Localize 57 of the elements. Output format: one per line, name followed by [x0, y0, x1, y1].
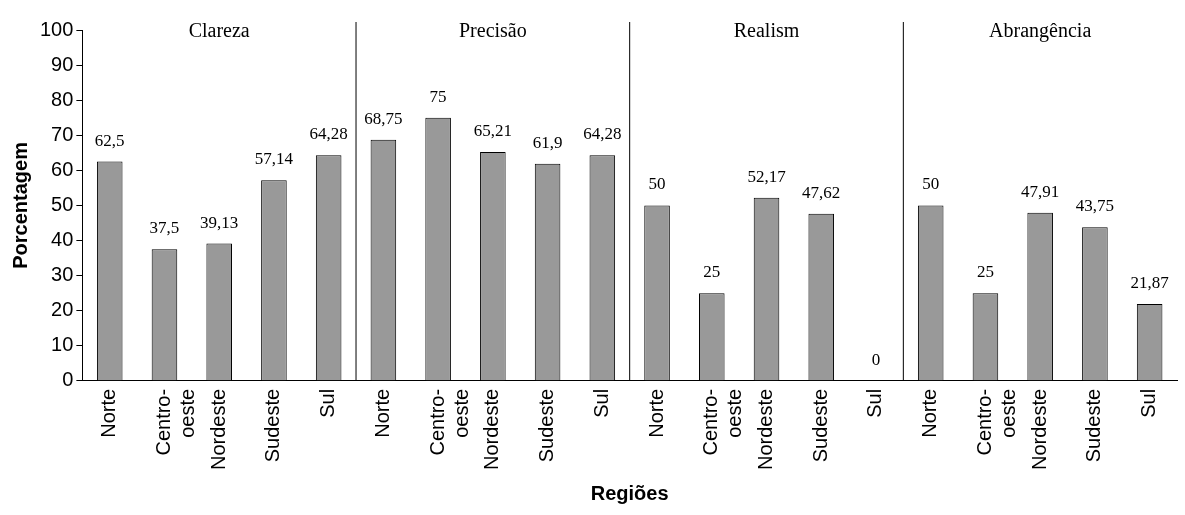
x-tick-label: Centro-oeste — [151, 388, 198, 456]
x-tick-label: Norte — [918, 388, 941, 438]
y-tick-label: 80 — [51, 87, 74, 110]
x-tick-label: Nordeste — [206, 388, 229, 470]
data-label: 52,17 — [747, 166, 787, 186]
data-label: 25 — [703, 262, 721, 282]
x-tick-label: Norte — [644, 388, 667, 438]
y-tick-label: 90 — [51, 52, 74, 75]
annotation: Realism — [733, 19, 800, 42]
y-tick-label: 70 — [51, 122, 74, 145]
x-tick-label: Sudeste — [1082, 388, 1105, 463]
x-tick-label: Centro-oeste — [699, 388, 746, 456]
x-tick-label: Centro-oeste — [972, 388, 1019, 456]
y-tick-label: 100 — [39, 17, 74, 40]
data-label: 0 — [871, 349, 881, 369]
x-tick-label: Sudeste — [261, 388, 284, 463]
x-tick-label: Sudeste — [808, 388, 831, 463]
data-label: 64,28 — [309, 124, 348, 144]
data-label: 50 — [648, 174, 666, 194]
x-axis-title: Regiões — [590, 481, 669, 504]
data-label: 61,9 — [532, 132, 563, 152]
data-label: 68,75 — [364, 108, 403, 128]
y-tick-label: 60 — [51, 157, 74, 180]
data-label: 64,28 — [583, 124, 622, 144]
annotation: Precisão — [458, 19, 527, 42]
x-tick-label: Centro-oeste — [425, 388, 472, 456]
data-label: 62,5 — [94, 130, 125, 150]
data-label: 47,91 — [1021, 181, 1060, 201]
annotation: Abrangência — [989, 19, 1092, 43]
x-tick-label: Nordeste — [480, 388, 503, 470]
data-label: 47,62 — [802, 182, 841, 202]
x-tick-label: Norte — [370, 388, 393, 438]
data-label: 43,75 — [1075, 196, 1115, 216]
data-label: 50 — [922, 174, 940, 194]
x-tick-label: Nordeste — [1027, 388, 1050, 470]
data-label: 21,87 — [1130, 273, 1170, 293]
data-label: 75 — [429, 86, 447, 106]
data-label: 57,14 — [254, 149, 294, 169]
x-tick-label: Sul — [589, 388, 612, 418]
y-tick-label: 30 — [51, 263, 74, 286]
x-tick-label: Sudeste — [535, 388, 558, 463]
y-tick-label: 20 — [51, 298, 74, 321]
y-axis-title: Porcentagem — [8, 142, 31, 269]
x-tick-label: Nordeste — [754, 388, 777, 470]
x-tick-label: Norte — [97, 388, 120, 438]
y-tick-label: 10 — [51, 333, 74, 356]
y-tick-label: 0 — [62, 368, 74, 391]
x-tick-label: Sul — [1137, 388, 1160, 418]
data-label: 25 — [976, 262, 994, 282]
y-tick-label: 50 — [51, 192, 74, 215]
x-tick-label: Sul — [863, 388, 886, 418]
x-tick-label: Sul — [316, 388, 339, 418]
data-label: 37,5 — [149, 218, 180, 238]
annotation: Clareza — [188, 19, 250, 42]
y-tick-label: 40 — [51, 228, 74, 251]
data-label: 39,13 — [200, 212, 239, 232]
data-label: 65,21 — [473, 121, 512, 141]
